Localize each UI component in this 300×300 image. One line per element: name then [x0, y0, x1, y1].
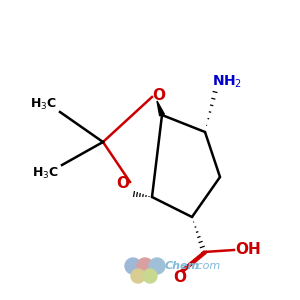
Text: O: O	[173, 271, 187, 286]
Text: H$_3$C: H$_3$C	[30, 96, 57, 112]
Text: .com: .com	[193, 261, 220, 271]
Text: Chem: Chem	[165, 261, 200, 271]
Circle shape	[143, 269, 157, 283]
Text: NH$_2$: NH$_2$	[212, 74, 242, 90]
Circle shape	[131, 269, 145, 283]
Text: H$_3$C: H$_3$C	[32, 165, 59, 181]
Circle shape	[149, 258, 165, 274]
Circle shape	[125, 258, 141, 274]
Circle shape	[137, 258, 153, 274]
Text: O: O	[152, 88, 166, 103]
Polygon shape	[157, 101, 164, 116]
Text: O: O	[116, 176, 130, 191]
Text: OH: OH	[235, 242, 261, 257]
